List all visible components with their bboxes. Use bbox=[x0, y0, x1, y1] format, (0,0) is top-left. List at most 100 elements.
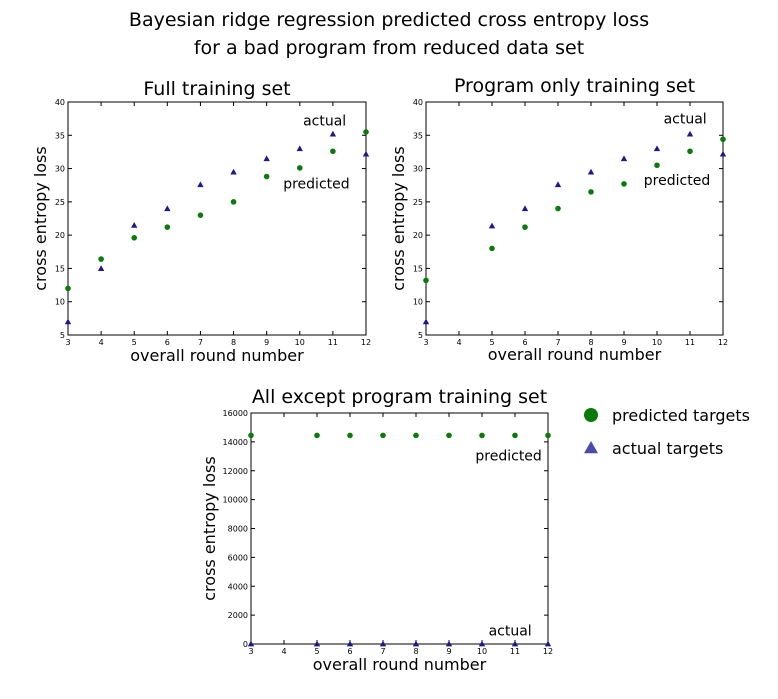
x-tick-label: 8 bbox=[231, 338, 236, 347]
x-tick-label: 4 bbox=[99, 338, 104, 347]
y-tick-label: 10000 bbox=[223, 496, 248, 505]
annotation-predicted: predicted bbox=[475, 449, 541, 465]
figure-title: Bayesian ridge regression predicted cros… bbox=[0, 6, 778, 62]
legend-marker-triangle bbox=[584, 441, 598, 454]
y-tick-label: 0 bbox=[243, 640, 248, 649]
actual-point bbox=[686, 130, 694, 137]
actual-point bbox=[263, 155, 270, 162]
predicted-point bbox=[555, 205, 561, 212]
x-tick-label: 4 bbox=[281, 647, 286, 656]
actual-point bbox=[230, 168, 237, 175]
actual-point bbox=[362, 150, 370, 157]
actual-point bbox=[412, 640, 420, 647]
x-tick-label: 6 bbox=[165, 338, 170, 347]
x-tick-label: 5 bbox=[132, 338, 137, 347]
predicted-point bbox=[230, 199, 237, 205]
predicted-point bbox=[98, 256, 104, 262]
predicted-point bbox=[588, 189, 594, 195]
actual-point bbox=[544, 640, 552, 647]
predicted-point bbox=[197, 212, 204, 218]
x-tick-label: 9 bbox=[446, 647, 451, 656]
predicted-point bbox=[413, 432, 419, 439]
chart-title: All except program training set bbox=[252, 386, 547, 408]
predicted-point bbox=[330, 148, 336, 155]
x-tick-label: 4 bbox=[456, 338, 461, 347]
y-axis-label: cross entropy loss bbox=[389, 146, 408, 290]
actual-point bbox=[488, 222, 496, 229]
predicted-point bbox=[479, 432, 485, 439]
actual-point bbox=[313, 640, 321, 647]
y-tick-label: 5 bbox=[60, 331, 65, 340]
actual-point bbox=[719, 150, 727, 157]
legend: predicted targets actual targets bbox=[584, 406, 750, 458]
x-tick-label: 5 bbox=[314, 647, 319, 656]
y-tick-label: 2000 bbox=[228, 611, 248, 620]
actual-point bbox=[653, 145, 661, 152]
x-tick-label: 8 bbox=[413, 647, 418, 656]
legend-label: actual targets bbox=[612, 439, 723, 458]
actual-point bbox=[247, 640, 255, 647]
actual-point bbox=[197, 181, 204, 188]
predicted-point bbox=[489, 245, 495, 252]
plot-frame bbox=[250, 412, 549, 645]
plot-frame bbox=[425, 101, 724, 336]
predicted-point bbox=[248, 432, 254, 439]
predicted-point bbox=[621, 181, 627, 187]
predicted-point bbox=[131, 235, 138, 241]
actual-point bbox=[164, 205, 171, 212]
y-tick-label: 40 bbox=[413, 98, 423, 107]
x-axis-label: overall round number bbox=[313, 655, 487, 674]
predicted-point bbox=[296, 165, 303, 171]
x-tick-label: 12 bbox=[543, 647, 553, 656]
actual-point bbox=[521, 205, 529, 212]
legend-label: predicted targets bbox=[612, 406, 750, 425]
x-tick-label: 7 bbox=[555, 338, 560, 347]
predicted-point bbox=[314, 432, 320, 439]
x-tick-label: 6 bbox=[347, 647, 352, 656]
y-tick-label: 14000 bbox=[223, 438, 248, 447]
y-tick-label: 15 bbox=[413, 264, 423, 273]
annotation-predicted: predicted bbox=[644, 173, 710, 189]
annotation-actual: actual bbox=[489, 623, 532, 639]
y-axis-label: cross entropy loss bbox=[31, 146, 50, 290]
x-tick-label: 3 bbox=[65, 338, 70, 347]
actual-point bbox=[379, 640, 387, 647]
y-tick-label: 30 bbox=[413, 165, 423, 174]
predicted-point bbox=[545, 432, 551, 439]
actual-point bbox=[64, 318, 72, 325]
x-tick-label: 11 bbox=[328, 338, 338, 347]
x-tick-label: 12 bbox=[718, 338, 728, 347]
figure-title-line-2: for a bad program from reduced data set bbox=[193, 37, 585, 59]
x-tick-label: 7 bbox=[198, 338, 203, 347]
actual-point bbox=[97, 265, 105, 271]
x-tick-label: 10 bbox=[295, 338, 305, 347]
predicted-point bbox=[380, 432, 386, 439]
y-tick-label: 25 bbox=[413, 198, 423, 207]
actual-point bbox=[329, 130, 337, 137]
y-tick-label: 25 bbox=[55, 198, 65, 207]
predicted-point bbox=[164, 224, 171, 230]
predicted-point bbox=[687, 148, 693, 155]
y-tick-label: 8000 bbox=[228, 525, 248, 534]
chart-3: 3 4 5 6 7 8 9 10 11 12 0 2000 4000 6000 8000 10000 12000… bbox=[200, 386, 553, 674]
x-axis-label: overall round number bbox=[488, 345, 662, 364]
chart-1: 3 4 5 6 7 8 9 10 11 12 5 10 15 20 25 30 35 40 Full trainin… bbox=[31, 78, 371, 365]
x-tick-label: 5 bbox=[489, 338, 494, 347]
chart-title: Program only training set bbox=[454, 75, 695, 97]
actual-point bbox=[131, 221, 138, 228]
predicted-point bbox=[263, 173, 270, 180]
y-tick-label: 12000 bbox=[223, 467, 248, 476]
predicted-point bbox=[446, 432, 452, 439]
x-tick-label: 3 bbox=[248, 647, 253, 656]
actual-point bbox=[478, 640, 486, 647]
y-tick-label: 35 bbox=[55, 131, 65, 140]
actual-point bbox=[346, 640, 354, 647]
x-tick-label: 10 bbox=[652, 338, 662, 347]
actual-point bbox=[620, 155, 628, 162]
actual-point bbox=[296, 145, 303, 152]
y-axis-label: cross entropy loss bbox=[200, 456, 219, 600]
y-tick-label: 15 bbox=[55, 264, 65, 273]
predicted-point bbox=[522, 224, 528, 230]
y-tick-label: 5 bbox=[418, 331, 423, 340]
